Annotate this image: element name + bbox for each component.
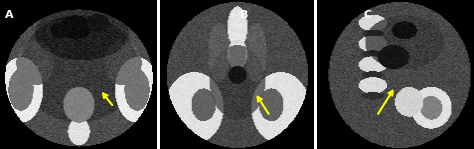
- Text: C: C: [364, 10, 372, 20]
- Text: B: B: [239, 10, 248, 20]
- Text: A: A: [5, 10, 13, 20]
